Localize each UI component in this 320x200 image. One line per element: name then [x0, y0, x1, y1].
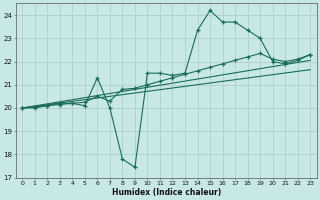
X-axis label: Humidex (Indice chaleur): Humidex (Indice chaleur) — [112, 188, 221, 197]
